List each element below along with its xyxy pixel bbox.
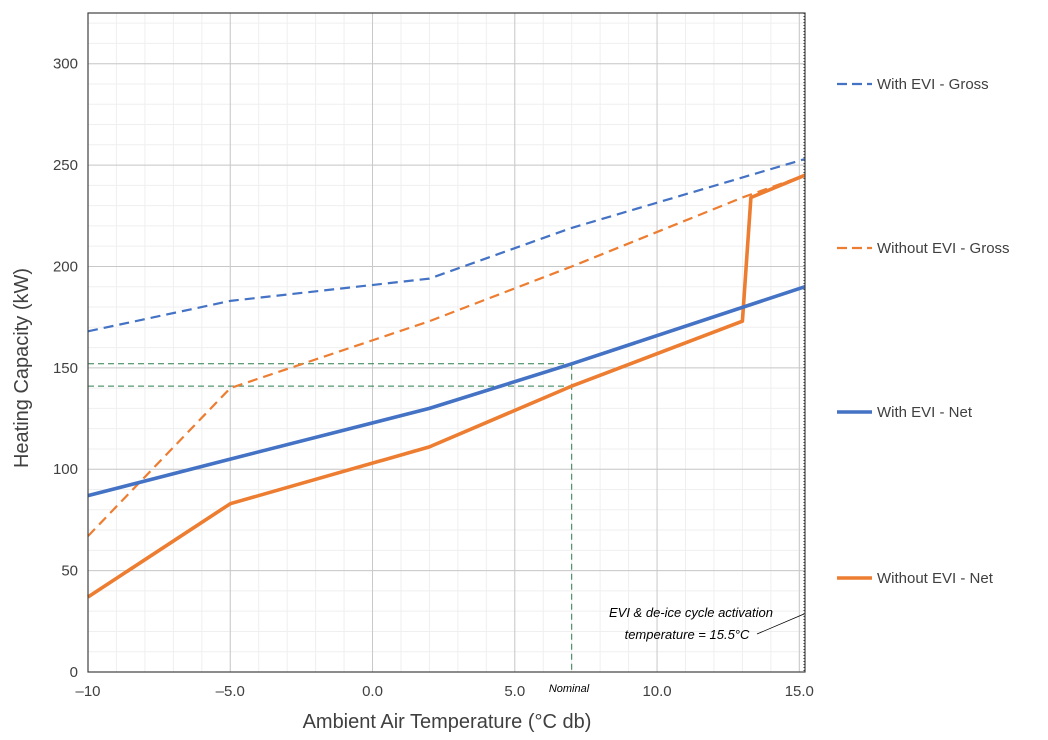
x-tick-label: 0.0 xyxy=(362,683,383,700)
nominal-reference-lines xyxy=(88,13,805,672)
legend-entry: Without EVI - Gross xyxy=(837,240,1010,257)
y-tick-label: 50 xyxy=(61,563,78,580)
legend: With EVI - Gross Without EVI - Gross With … xyxy=(837,76,1010,587)
legend-label: Without EVI - Net xyxy=(877,570,994,587)
series-line-with-evi-net xyxy=(87,284,806,498)
y-tick-label: 100 xyxy=(53,461,78,478)
series-line-without-evi-net xyxy=(87,173,806,599)
y-tick-label: 0 xyxy=(70,664,78,681)
nominal-label: Nominal xyxy=(549,683,590,695)
axes: 0 50 100 150 200 250 300 –10 –5.0 0.0 5.0 10.0 15.0 xyxy=(53,12,814,700)
x-tick-label: 15.0 xyxy=(785,683,814,700)
series-lines xyxy=(87,157,806,599)
evi-annotation-line-1: EVI & de-ice cycle activation xyxy=(609,605,773,620)
evi-annotation-line-2: temperature = 15.5°C xyxy=(625,627,750,642)
legend-entry: With EVI - Net xyxy=(837,404,973,421)
y-tick-label: 150 xyxy=(53,360,78,377)
x-tick-label: 10.0 xyxy=(642,683,671,700)
evi-annotation-leader xyxy=(756,613,805,635)
plot-area-border xyxy=(87,12,806,673)
series-line-with-evi-gross xyxy=(87,157,806,333)
y-tick-label: 300 xyxy=(53,56,78,73)
legend-label: Without EVI - Gross xyxy=(877,240,1010,257)
y-tick-label: 200 xyxy=(53,258,78,275)
grid xyxy=(87,13,805,673)
x-tick-label: –5.0 xyxy=(216,683,245,700)
legend-entry: With EVI - Gross xyxy=(837,76,989,93)
legend-label: With EVI - Net xyxy=(877,404,973,421)
legend-label: With EVI - Gross xyxy=(877,76,989,93)
x-tick-label: –10 xyxy=(75,683,100,700)
y-tick-label: 250 xyxy=(53,157,78,174)
y-axis-title: Heating Capacity (kW) xyxy=(11,268,33,468)
x-tick-label: 5.0 xyxy=(504,683,525,700)
evi-annotation: EVI & de-ice cycle activation temperatur… xyxy=(609,605,805,642)
legend-entry: Without EVI - Net xyxy=(837,570,994,587)
x-axis-title: Ambient Air Temperature (°C db) xyxy=(303,711,592,733)
series-line-without-evi-gross xyxy=(87,174,806,537)
